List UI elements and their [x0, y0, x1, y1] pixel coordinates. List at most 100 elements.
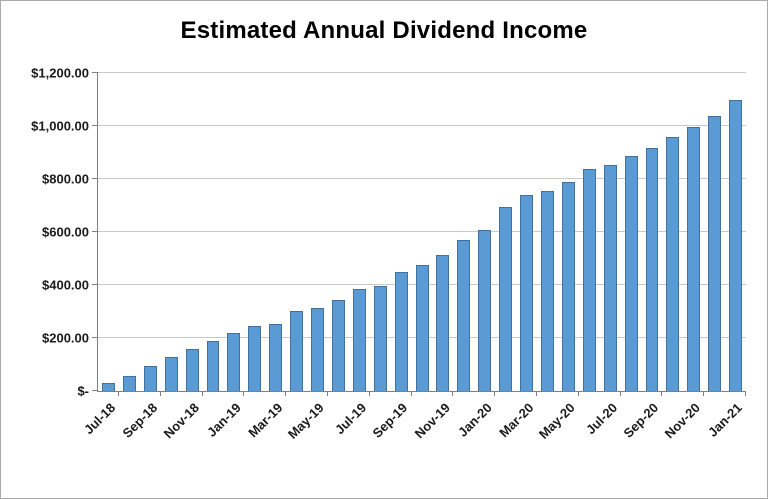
- bar-slot: [662, 73, 683, 391]
- bar-slot: [433, 73, 454, 391]
- x-axis-tick: [703, 391, 705, 396]
- x-axis-labels: Jul-18 Sep-18 Nov-18 Jan-19 Mar-19 May-19 Jul-…: [81, 392, 746, 492]
- x-axis-tick-label: Jan-19: [203, 400, 244, 440]
- x-axis-tick-label: Jul-18: [80, 400, 119, 438]
- bar: [436, 255, 450, 391]
- bar-slot: [328, 73, 349, 391]
- x-axis-tick: [577, 391, 579, 396]
- y-axis-tick-label: $400.00: [42, 277, 89, 293]
- x-axis-tick: [745, 391, 746, 396]
- bar-slot: [349, 73, 370, 391]
- bar-slot: [600, 73, 621, 391]
- bar: [666, 137, 680, 391]
- x-axis-tick: [159, 391, 161, 396]
- x-axis-tick-label: Jan-20: [454, 400, 495, 440]
- bar-slot: [725, 73, 746, 391]
- bar: [415, 265, 429, 391]
- bar: [143, 365, 157, 391]
- bar-slot: [119, 73, 140, 391]
- y-axis-tick-label: $200.00: [42, 330, 89, 346]
- bar-slot: [182, 73, 203, 391]
- y-axis-tick-label: $800.00: [42, 171, 89, 187]
- x-axis-tick: [535, 391, 537, 396]
- x-axis-tick-label: Nov-20: [662, 400, 704, 442]
- x-axis-tick: [410, 391, 412, 396]
- bar-slot: [704, 73, 725, 391]
- bar-slot: [579, 73, 600, 391]
- bar-slot: [307, 73, 328, 391]
- bar-slot: [161, 73, 182, 391]
- x-axis-tick-label: Jul-20: [582, 400, 620, 438]
- bar: [206, 341, 220, 391]
- bar: [394, 271, 408, 391]
- bar: [269, 324, 283, 391]
- bar-slot: [642, 73, 663, 391]
- x-axis-tick: [494, 391, 496, 396]
- x-axis-tick: [117, 391, 119, 396]
- x-axis-tick-label: Nov-19: [411, 400, 453, 442]
- bar: [352, 288, 366, 391]
- bar: [708, 115, 722, 391]
- x-axis-tick-label: May-20: [536, 400, 578, 442]
- bar: [457, 239, 471, 391]
- x-axis-tick-label: Jan-21: [705, 400, 746, 440]
- bar: [561, 181, 575, 391]
- y-axis-tick-label: $1,200.00: [31, 65, 89, 81]
- bar-slot: [558, 73, 579, 391]
- bar-slot: [98, 73, 119, 391]
- bar-slot: [203, 73, 224, 391]
- bar-slot: [474, 73, 495, 391]
- y-axis-tick: [92, 231, 98, 232]
- bar: [520, 194, 534, 391]
- bar-slot: [683, 73, 704, 391]
- x-axis-tick-label: Sep-19: [369, 400, 411, 441]
- bar: [101, 383, 115, 391]
- chart-title: Estimated Annual Dividend Income: [180, 17, 588, 44]
- bar: [541, 190, 554, 391]
- y-axis-tick: [92, 125, 98, 126]
- y-axis-tick: [92, 72, 98, 73]
- bar: [122, 375, 136, 391]
- bar: [478, 229, 492, 391]
- x-ticks: [97, 391, 746, 398]
- y-axis-tick-label: $1,000.00: [31, 118, 89, 134]
- y-axis-tick-label: $600.00: [42, 224, 89, 240]
- bar-slot: [537, 73, 558, 391]
- bar-slot: [412, 73, 433, 391]
- bar-slot: [516, 73, 537, 391]
- x-axis-tick-label: Sep-20: [620, 400, 662, 441]
- bar: [499, 206, 513, 391]
- x-axis-tick: [452, 391, 454, 396]
- x-axis-tick-label: Mar-19: [245, 400, 286, 441]
- bar: [331, 300, 345, 391]
- x-axis-tick: [619, 391, 621, 396]
- y-axis-labels: $- $200.00 $400.00 $600.00 $800.00 $1,000.00 $…: [1, 66, 89, 399]
- bar-slot: [265, 73, 286, 391]
- bar: [582, 168, 596, 391]
- x-axis-tick: [368, 391, 370, 396]
- x-axis-tick-label: Jul-19: [331, 400, 369, 438]
- x-axis-tick: [661, 391, 663, 396]
- bar-slot: [286, 73, 307, 391]
- x-axis-tick-label: Sep-18: [119, 400, 160, 441]
- y-axis-tick: [92, 337, 98, 338]
- x-axis-tick: [201, 391, 203, 396]
- y-axis-tick: [92, 284, 98, 285]
- y-axis-tick: [92, 390, 98, 391]
- bar: [290, 310, 304, 391]
- bar-slot: [495, 73, 516, 391]
- x-axis-tick: [285, 391, 287, 396]
- bar: [227, 333, 241, 391]
- bar: [645, 147, 659, 391]
- y-axis-tick: [92, 178, 98, 179]
- bar: [729, 100, 743, 391]
- bar-slot: [453, 73, 474, 391]
- bar-slot: [244, 73, 265, 391]
- gridline: [98, 72, 746, 73]
- bar: [185, 349, 199, 391]
- bar-slot: [391, 73, 412, 391]
- x-axis-tick-label: Mar-20: [495, 400, 537, 441]
- bar: [311, 307, 324, 391]
- x-axis-tick: [326, 391, 328, 396]
